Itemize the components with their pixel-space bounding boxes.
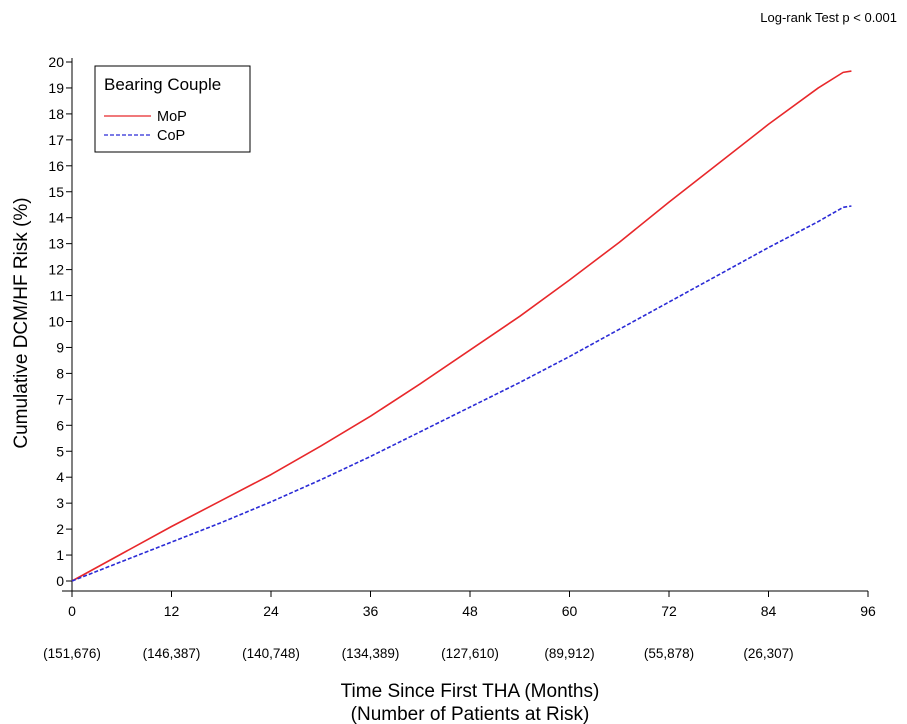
patients-at-risk-label: (127,610) [441,646,499,661]
legend-title: Bearing Couple [104,75,221,94]
patients-at-risk-label: (146,387) [143,646,201,661]
y-tick-label: 20 [48,54,64,70]
patients-at-risk-label: (140,748) [242,646,300,661]
y-tick-label: 12 [48,262,64,278]
y-tick-label: 19 [48,80,64,96]
patients-at-risk-row: (151,676) (146,387) (140,748) (134,389) (127… [43,646,794,661]
legend-label-cop: CoP [157,128,185,144]
y-tick-label: 15 [48,184,64,200]
y-tick-label: 6 [56,417,64,433]
axes [62,58,868,592]
x-axis-subtitle: (Number of Patients at Risk) [351,704,590,724]
x-tick-label: 84 [761,603,777,619]
y-tick-label: 14 [48,210,64,226]
patients-at-risk-label: (55,878) [644,646,694,661]
y-axis-title: Cumulative DCM/HF Risk (%) [11,197,32,448]
y-tick-label: 8 [56,365,64,381]
y-tick-label: 17 [48,132,64,148]
y-tick-label: 5 [56,443,64,459]
y-tick-label: 9 [56,339,64,355]
y-tick-label: 18 [48,106,64,122]
x-axis-ticks: 0 12 24 36 48 60 72 84 96 [68,591,876,619]
y-tick-label: 0 [56,573,64,589]
x-tick-label: 12 [164,603,180,619]
x-tick-label: 60 [562,603,578,619]
patients-at-risk-label: (151,676) [43,646,101,661]
y-tick-label: 7 [56,391,64,407]
x-tick-label: 96 [860,603,876,619]
legend: Bearing Couple MoP CoP [94,65,251,153]
x-tick-label: 72 [661,603,677,619]
x-axis-title: Time Since First THA (Months) [341,681,600,702]
series-line-mop [71,70,852,582]
legend-box [94,65,251,153]
y-tick-label: 13 [48,236,64,252]
y-tick-label: 10 [48,314,64,330]
patients-at-risk-label: (134,389) [342,646,400,661]
series-lines [71,70,852,582]
x-tick-label: 0 [68,603,76,619]
x-tick-label: 24 [263,603,279,619]
y-tick-label: 3 [56,495,64,511]
x-tick-label: 36 [363,603,379,619]
log-rank-annotation: Log-rank Test p < 0.001 [760,10,897,25]
patients-at-risk-label: (89,912) [544,646,594,661]
x-tick-label: 48 [462,603,478,619]
y-tick-label: 11 [49,288,64,304]
y-tick-label: 1 [56,547,64,563]
legend-label-mop: MoP [157,109,187,125]
y-tick-label: 2 [56,521,64,537]
y-tick-label: 4 [56,469,64,485]
series-line-cop [71,205,852,582]
patients-at-risk-label: (26,307) [743,646,793,661]
y-tick-label: 16 [48,158,64,174]
